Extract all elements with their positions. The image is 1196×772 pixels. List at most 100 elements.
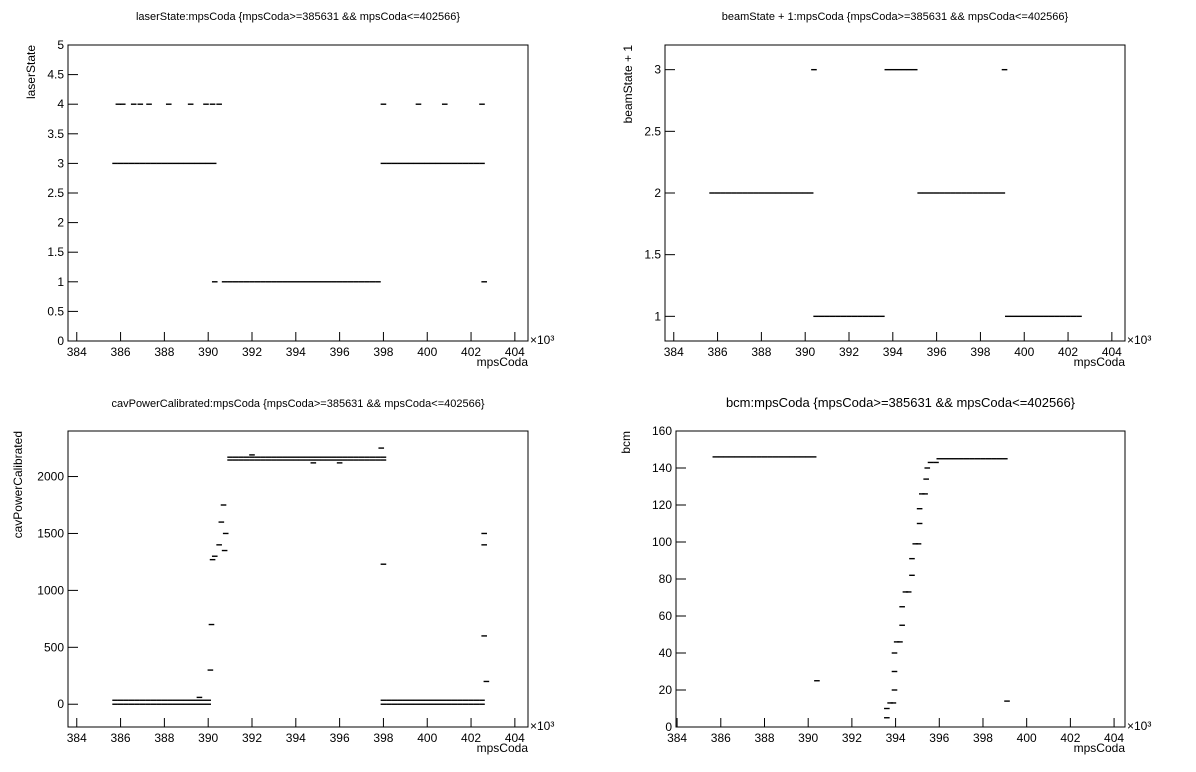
point <box>123 162 129 165</box>
x-tick-label: 388 <box>154 345 174 359</box>
point <box>134 699 140 701</box>
point <box>347 281 354 283</box>
point <box>873 315 880 318</box>
point <box>260 456 266 458</box>
point <box>260 281 266 283</box>
point <box>375 281 381 283</box>
point <box>435 703 441 705</box>
chart-title: laserState:mpsCoda {mpsCoda>=385631 && m… <box>136 11 460 23</box>
point <box>199 162 206 165</box>
point <box>950 192 956 194</box>
point <box>769 192 776 194</box>
x-tick-label: 394 <box>886 731 906 745</box>
point <box>196 696 203 699</box>
point <box>479 703 485 705</box>
point <box>325 459 332 461</box>
point <box>1004 700 1010 702</box>
point <box>897 641 903 643</box>
point <box>446 703 452 705</box>
point <box>996 458 1003 460</box>
point <box>974 458 981 460</box>
point <box>906 68 913 71</box>
point <box>117 703 124 705</box>
point <box>112 699 118 701</box>
point <box>227 459 233 461</box>
point <box>709 192 715 194</box>
point <box>358 456 365 458</box>
y-tick-label: 1 <box>654 309 661 323</box>
point <box>818 315 825 318</box>
point <box>134 703 140 705</box>
point <box>298 281 305 283</box>
point <box>916 508 923 510</box>
point <box>1048 315 1055 318</box>
x-tick-label: 388 <box>154 731 174 745</box>
point <box>194 703 201 705</box>
point <box>780 192 787 194</box>
point <box>145 703 151 705</box>
point <box>1010 315 1017 318</box>
point <box>353 459 359 461</box>
y-tick-label: 1000 <box>37 583 64 597</box>
x-multiplier: ×10³ <box>1127 333 1151 347</box>
point <box>846 315 852 318</box>
point <box>265 281 272 283</box>
point <box>778 456 784 458</box>
point <box>380 703 387 705</box>
x-tick-label: 398 <box>373 731 393 745</box>
x-multiplier: ×10³ <box>530 719 554 733</box>
point <box>457 699 463 701</box>
point <box>243 456 250 458</box>
point <box>188 703 195 705</box>
point <box>249 459 255 461</box>
x-tick-label: 388 <box>754 731 774 745</box>
point <box>298 456 305 458</box>
point <box>320 281 326 283</box>
point <box>128 162 135 165</box>
point <box>172 703 179 705</box>
x-tick-label: 404 <box>505 731 525 745</box>
point <box>462 703 469 705</box>
point <box>254 459 261 461</box>
point <box>221 281 228 283</box>
point <box>717 456 724 458</box>
point <box>734 456 740 458</box>
point <box>909 557 915 560</box>
point <box>221 549 228 552</box>
point <box>912 543 919 545</box>
point <box>424 703 431 705</box>
point <box>161 699 168 701</box>
point <box>862 315 869 318</box>
x-tick-label: 402 <box>461 345 481 359</box>
point <box>1076 315 1082 318</box>
y-tick-label: 20 <box>659 683 673 697</box>
point <box>1021 315 1028 318</box>
y-tick-label: 3 <box>654 63 661 77</box>
point <box>963 458 970 460</box>
point <box>207 669 214 671</box>
point <box>473 162 480 165</box>
point <box>249 281 255 283</box>
point <box>413 703 420 705</box>
point <box>1059 315 1066 318</box>
point <box>756 456 762 458</box>
point <box>211 555 218 557</box>
point <box>303 456 310 458</box>
point <box>1001 68 1008 71</box>
point <box>481 532 487 535</box>
point <box>293 281 299 283</box>
point <box>205 703 211 705</box>
y-tick-label: 140 <box>652 461 672 475</box>
point <box>172 699 179 701</box>
point <box>402 699 409 701</box>
point <box>130 103 137 105</box>
point <box>218 521 225 523</box>
point <box>835 315 841 318</box>
point <box>238 281 244 283</box>
point <box>473 699 480 701</box>
point <box>380 162 387 165</box>
y-tick-label: 1.5 <box>47 245 64 259</box>
point <box>293 456 299 458</box>
x-tick-label: 400 <box>417 731 437 745</box>
y-tick-label: 2 <box>57 216 64 230</box>
